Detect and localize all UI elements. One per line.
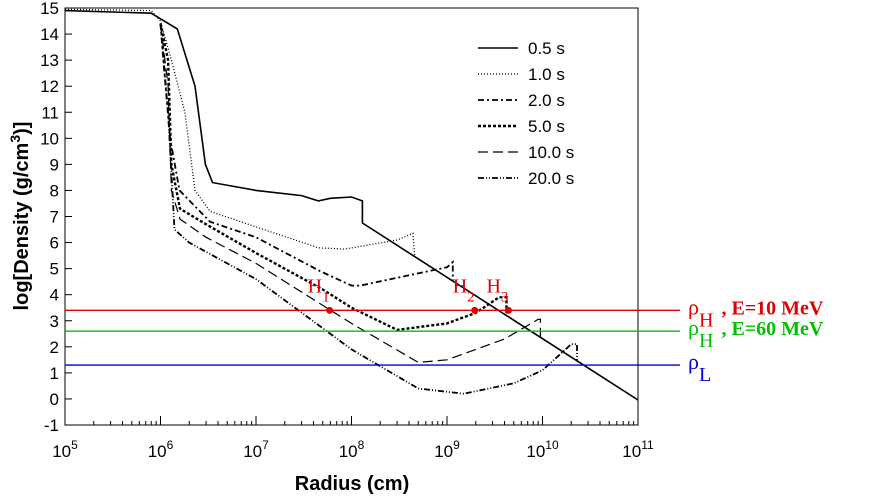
- x-tick-base: 10: [243, 442, 262, 461]
- legend-label: 10.0 s: [528, 143, 574, 162]
- threshold-label: ρH , E=10 MeV: [688, 294, 824, 331]
- y-label-text: log[Density (g/cm: [11, 143, 33, 311]
- y-label-end: )]: [11, 122, 33, 135]
- y-tick-label: 10: [40, 129, 59, 148]
- y-tick-label: 6: [50, 234, 59, 253]
- x-axis-label: Radius (cm): [295, 473, 409, 495]
- y-tick-label: 3: [50, 312, 59, 331]
- x-tick-power: 5: [71, 438, 78, 452]
- point-label: H1: [308, 275, 330, 305]
- threshold-symbol: ρ: [688, 294, 699, 319]
- threshold-label: ρL: [688, 349, 711, 386]
- threshold-note: , E=10 MeV: [721, 297, 823, 319]
- threshold-label: ρH , E=60 MeV: [688, 315, 824, 352]
- series-line: [159, 23, 541, 364]
- series-line: [159, 23, 578, 395]
- point-label-sub: 2: [467, 289, 475, 305]
- legend-label: 20.0 s: [528, 169, 574, 188]
- x-tick-power: 9: [453, 438, 460, 452]
- y-tick-label: -1: [44, 416, 59, 435]
- x-tick-base: 10: [339, 442, 358, 461]
- point-label-base: H: [308, 275, 322, 297]
- y-tick-label: 4: [50, 286, 59, 305]
- legend-label: 5.0 s: [528, 117, 565, 136]
- point-marker: [504, 306, 512, 314]
- y-tick-label: 13: [40, 51, 59, 70]
- x-tick-power: 6: [167, 438, 174, 452]
- y-tick-label: 1: [50, 364, 59, 383]
- point-marker: [471, 306, 479, 314]
- threshold-sub: H: [699, 309, 713, 331]
- threshold-symbol: ρ: [688, 349, 699, 374]
- legend-label: 2.0 s: [528, 91, 565, 110]
- x-tick-base: 10: [148, 442, 167, 461]
- x-tick-base: 10: [52, 442, 71, 461]
- y-tick-label: 5: [50, 260, 59, 279]
- threshold-note: , E=60 MeV: [721, 318, 823, 340]
- point-label-sub: 1: [322, 289, 330, 305]
- series-line: [159, 23, 508, 332]
- x-tick-label: 1011: [622, 438, 654, 461]
- y-axis-label: log[Density (g/cm3)]: [7, 122, 33, 311]
- series-line: [64, 9, 639, 401]
- point-label-base: H: [486, 275, 500, 297]
- point-label-base: H: [453, 275, 467, 297]
- point-label: H3: [486, 275, 508, 305]
- x-tick-power: 10: [545, 438, 559, 452]
- point-label-sub: 3: [501, 289, 509, 305]
- x-tick-label: 109: [434, 438, 460, 461]
- x-tick-base: 10: [526, 442, 545, 461]
- point-label: H2: [453, 275, 475, 305]
- point-marker: [326, 306, 334, 314]
- x-tick-label: 106: [148, 438, 174, 461]
- threshold-sub: H: [699, 330, 713, 352]
- x-tick-power: 7: [262, 438, 269, 452]
- x-tick-label: 108: [339, 438, 365, 461]
- x-tick-power: 8: [358, 438, 365, 452]
- y-tick-label: 2: [50, 338, 59, 357]
- y-tick-label: 15: [40, 0, 59, 18]
- legend-label: 1.0 s: [528, 65, 565, 84]
- y-tick-label: 7: [50, 208, 59, 227]
- y-tick-label: 8: [50, 181, 59, 200]
- legend-label: 0.5 s: [528, 39, 565, 58]
- x-tick-label: 105: [52, 438, 78, 461]
- x-tick-base: 10: [434, 442, 453, 461]
- x-tick-label: 1010: [526, 438, 559, 461]
- x-tick-power: 11: [641, 438, 654, 452]
- y-tick-label: 0: [50, 390, 59, 409]
- x-tick-base: 10: [622, 442, 641, 461]
- threshold-sub: L: [699, 364, 711, 386]
- y-tick-label: 14: [40, 25, 59, 44]
- y-tick-label: 12: [40, 77, 59, 96]
- y-tick-label: 11: [41, 103, 59, 122]
- y-label-sup: 3: [7, 135, 23, 143]
- threshold-symbol: ρ: [688, 315, 699, 340]
- y-tick-label: 9: [50, 155, 59, 174]
- x-tick-label: 107: [243, 438, 269, 461]
